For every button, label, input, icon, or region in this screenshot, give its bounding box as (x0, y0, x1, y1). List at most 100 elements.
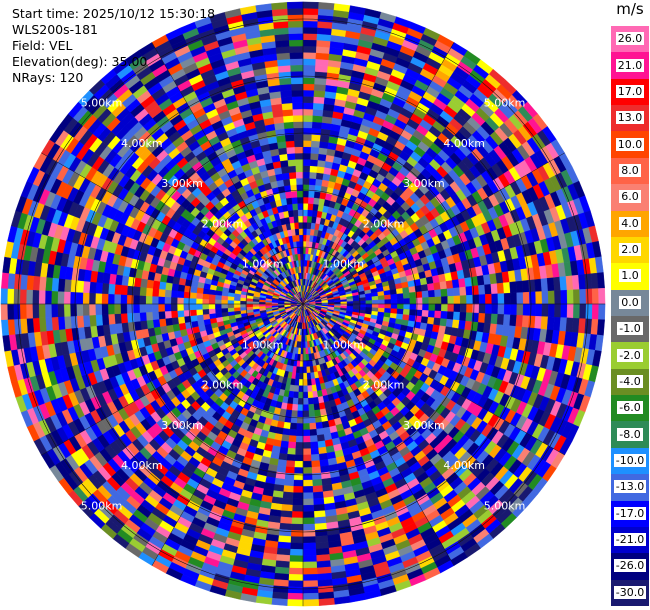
velocity-gate (233, 300, 241, 305)
velocity-gate (302, 171, 311, 179)
velocity-gate (459, 311, 467, 322)
velocity-gate (540, 316, 549, 330)
velocity-gate (529, 303, 537, 317)
velocity-gate (434, 310, 442, 319)
velocity-gate (315, 52, 330, 61)
velocity-gate (312, 396, 320, 405)
velocity-gate (302, 372, 308, 380)
velocity-gate (308, 196, 315, 205)
velocity-gate (57, 290, 65, 305)
velocity-gate (164, 296, 172, 305)
velocity-gate (95, 303, 103, 316)
velocity-gate (302, 454, 312, 462)
velocity-gate (302, 555, 317, 563)
velocity-gate (459, 286, 467, 297)
velocity-gate (202, 303, 209, 310)
velocity-gate (310, 140, 321, 148)
velocity-gate (195, 292, 204, 299)
velocity-gate (447, 303, 455, 313)
velocity-gate (145, 303, 153, 313)
velocity-gate (133, 285, 141, 296)
velocity-gate (302, 20, 319, 28)
velocity-gate (25, 289, 33, 305)
velocity-gate (1, 272, 10, 289)
velocity-gate (478, 303, 486, 314)
velocity-gate (289, 422, 297, 430)
velocity-gate (302, 70, 316, 78)
velocity-gate (38, 303, 46, 319)
velocity-gate (302, 190, 310, 198)
velocity-gate (554, 290, 562, 305)
velocity-gate (312, 108, 324, 117)
velocity-gate (390, 308, 398, 315)
velocity-gate (302, 121, 313, 129)
velocity-gate (378, 303, 386, 309)
velocity-gate (428, 296, 436, 305)
velocity-gate (302, 165, 311, 173)
velocity-gate (287, 592, 304, 601)
velocity-gate (312, 102, 325, 111)
velocity-gate (215, 312, 223, 319)
velocity-gate (278, 529, 292, 537)
velocity-gate (314, 535, 329, 544)
velocity-gate (466, 294, 474, 305)
velocity-gate (314, 77, 327, 86)
velocity-gate (515, 280, 524, 294)
velocity-gate (433, 282, 441, 291)
velocity-gate (302, 52, 317, 60)
velocity-gate (547, 290, 556, 305)
velocity-gate (302, 146, 312, 154)
velocity-gate (0, 287, 8, 305)
velocity-gate (445, 318, 454, 328)
velocity-gate (579, 288, 587, 305)
velocity-gate (491, 303, 499, 315)
velocity-gate (276, 547, 291, 556)
velocity-gate (277, 541, 291, 550)
velocity-gate (70, 279, 78, 293)
velocity-gate (233, 307, 241, 312)
velocity-gate (70, 315, 78, 329)
velocity-gate (541, 290, 549, 305)
velocity-gate (176, 303, 184, 311)
velocity-gate (434, 296, 442, 305)
velocity-gate (459, 295, 467, 305)
velocity-gate (302, 354, 307, 361)
velocity-gate (314, 71, 328, 79)
velocity-gate (239, 300, 247, 305)
velocity-gate (302, 140, 312, 148)
velocity-gate (302, 523, 316, 531)
velocity-gate (541, 303, 549, 318)
velocity-gate (302, 14, 319, 22)
velocity-gate (69, 291, 77, 305)
velocity-gate (534, 278, 543, 293)
velocity-gate (264, 303, 272, 307)
velocity-gate (485, 303, 493, 315)
velocity-gate (177, 290, 185, 298)
velocity-gate (318, 597, 335, 606)
velocity-gate (491, 293, 499, 305)
velocity-gate (440, 288, 448, 298)
velocity-gate (302, 58, 317, 66)
velocity-gate (440, 310, 448, 320)
velocity-gate (402, 292, 411, 299)
velocity-gate (76, 315, 85, 328)
velocity-gate (279, 522, 292, 531)
velocity-gate (311, 384, 318, 392)
velocity-gate (534, 315, 543, 330)
velocity-gate (298, 379, 304, 387)
velocity-gate (309, 435, 318, 443)
velocity-gate (313, 510, 326, 518)
velocity-gate (377, 295, 385, 301)
velocity-gate (208, 303, 216, 310)
velocity-gate (158, 310, 166, 320)
velocity-gate (478, 294, 486, 305)
velocity-gate (288, 561, 304, 569)
velocity-gate (579, 303, 587, 320)
velocity-gate (290, 523, 304, 531)
velocity-gate (283, 485, 294, 493)
velocity-gate (566, 289, 574, 305)
velocity-gate (208, 293, 216, 300)
velocity-gate (478, 312, 486, 324)
velocity-gate (63, 303, 71, 317)
velocity-gate (151, 287, 160, 297)
